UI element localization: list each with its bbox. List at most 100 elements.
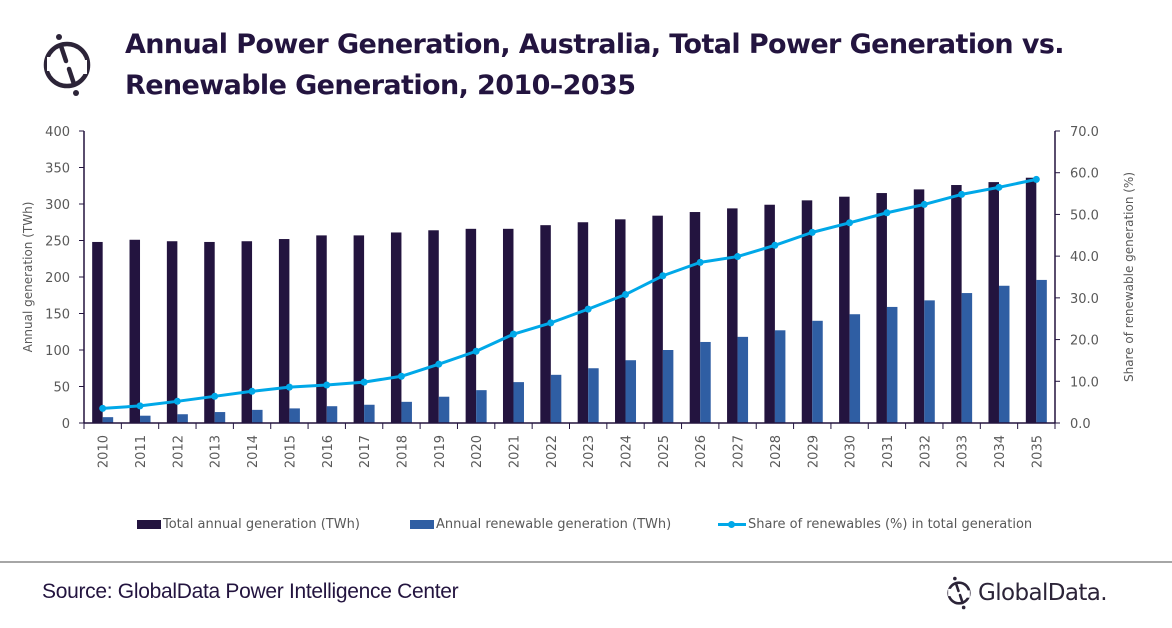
share-line-marker: [248, 387, 256, 395]
total-generation-bar: [204, 241, 215, 423]
total-generation-bar: [689, 212, 701, 423]
total-generation-bar: [615, 219, 626, 423]
share-line-marker: [1032, 175, 1040, 183]
renewable-generation-bar: [700, 341, 711, 423]
total-generation-bar: [727, 208, 738, 423]
x-axis-tick-label: 2020: [470, 435, 485, 468]
legend-item-share: Share of renewables (%) in total generat…: [718, 517, 1032, 532]
right-axis-tick-label: 30.0: [1070, 292, 1099, 307]
renewable-generation-bar: [625, 360, 637, 423]
total-generation-bar: [92, 241, 103, 423]
renewable-generation-bar: [662, 350, 674, 423]
share-line-marker: [397, 372, 405, 380]
x-axis-tick-label: 2027: [732, 435, 747, 468]
chart-legend: Total annual generation (TWh) Annual ren…: [0, 517, 1172, 537]
renewable-generation-bar: [252, 409, 263, 423]
share-line-marker: [734, 253, 742, 261]
total-generation-bar: [951, 185, 962, 423]
legend-label-share: Share of renewables (%) in total generat…: [748, 517, 1033, 532]
x-axis-tick-label: 2022: [545, 435, 560, 468]
share-line-marker: [995, 183, 1003, 191]
x-axis-tick-label: 2021: [507, 435, 522, 468]
share-line-marker: [472, 347, 480, 355]
renewable-generation-bar: [214, 412, 226, 423]
renewable-generation-bar: [849, 314, 861, 423]
x-axis-tick-label: 2024: [620, 435, 635, 468]
right-axis-tick-label: 50.0: [1070, 208, 1099, 223]
share-line-marker: [883, 209, 891, 217]
left-axis-tick-label: 200: [45, 271, 70, 286]
total-generation-bar: [502, 228, 514, 423]
x-axis-tick-label: 2030: [844, 435, 859, 468]
x-axis-tick-label: 2015: [283, 435, 298, 468]
source-note: Source: GlobalData Power Intelligence Ce…: [42, 580, 459, 603]
share-line-marker: [622, 291, 630, 299]
total-generation-bar: [764, 204, 775, 423]
globaldata-mark-icon: [947, 576, 971, 610]
total-generation-bar: [166, 241, 178, 423]
renewable-generation-bar: [998, 285, 1010, 423]
right-axis-tick-label: 0.0: [1070, 417, 1091, 432]
total-generation-bar: [428, 230, 439, 423]
renewable-generation-bar: [140, 415, 151, 423]
brand-name: GlobalData.: [978, 580, 1108, 606]
left-axis-tick-label: 250: [45, 235, 70, 250]
x-axis-tick-label: 2016: [321, 435, 336, 468]
x-axis-labels: 2010 2011 2012 2013 2014 2015 2016 2017 2018 2019…: [97, 435, 1046, 468]
chart-title-line-2: Renewable Generation, 2010–2035: [125, 70, 636, 101]
left-axis-title: Annual generation (TWh): [21, 202, 35, 353]
total-generation-bar: [241, 241, 253, 423]
share-line-marker: [136, 402, 144, 410]
renewable-generation-bar: [289, 408, 300, 423]
x-axis-tick-label: 2032: [918, 435, 933, 468]
x-axis-tick-label: 2026: [694, 435, 709, 468]
total-generation-bar: [577, 222, 589, 423]
x-axis-tick-label: 2018: [395, 435, 410, 468]
legend-label-renewable: Annual renewable generation (TWh): [436, 517, 672, 532]
share-line-marker: [584, 305, 592, 313]
x-axis-tick-label: 2034: [993, 435, 1008, 468]
x-axis-tick-label: 2033: [956, 435, 971, 468]
left-axis-tick-label: 100: [45, 344, 70, 359]
right-axis-tick-label: 70.0: [1070, 125, 1099, 140]
share-line-marker: [323, 381, 331, 389]
renewable-generation-bar: [961, 293, 973, 423]
x-axis-tick-label: 2029: [806, 435, 821, 468]
x-axis-tick-label: 2014: [246, 435, 261, 468]
renewable-generation-bar: [924, 300, 935, 423]
total-generation-bar: [353, 235, 365, 423]
right-axis-tick-label: 10.0: [1070, 375, 1099, 390]
x-axis-tick-label: 2023: [582, 435, 597, 468]
share-line-marker: [211, 392, 219, 400]
share-line-marker: [360, 378, 368, 386]
renewable-generation-bar: [364, 404, 375, 423]
right-axis-ticks: 0.0 10.0 20.0 30.0 40.0 50.0 60.0 70.0: [1055, 125, 1099, 432]
renewable-generation-bar: [438, 396, 450, 423]
x-axis-tick-label: 2010: [97, 435, 112, 468]
total-generation-bar: [839, 196, 850, 423]
right-axis-tick-label: 20.0: [1070, 334, 1099, 349]
total-generation-bar: [801, 200, 813, 423]
renewable-generation-bar: [102, 417, 114, 423]
share-line-marker: [771, 241, 779, 249]
globaldata-logo-icon: [43, 34, 91, 96]
total-generation-bar: [913, 189, 925, 423]
renewable-generation-bar: [1036, 279, 1047, 423]
renewable-generation-bar: [476, 390, 487, 423]
axes: [83, 131, 1056, 429]
renewable-generation-bar: [326, 406, 338, 423]
share-line-marker: [920, 200, 928, 208]
renewable-generation-bar: [177, 414, 188, 423]
share-line-marker: [99, 404, 107, 412]
share-line-marker: [808, 228, 816, 236]
total-generation-bar: [876, 193, 887, 423]
share-line-marker: [435, 360, 443, 368]
left-axis-tick-label: 0: [62, 417, 70, 432]
total-generation-bar: [465, 228, 477, 423]
legend-item-total: Total annual generation (TWh): [137, 517, 360, 532]
total-generation-bar: [1025, 177, 1037, 423]
total-generation-bar: [652, 215, 663, 423]
right-axis-tick-label: 60.0: [1070, 167, 1099, 182]
footer-divider: [0, 561, 1172, 563]
share-line-series: [99, 175, 1040, 412]
